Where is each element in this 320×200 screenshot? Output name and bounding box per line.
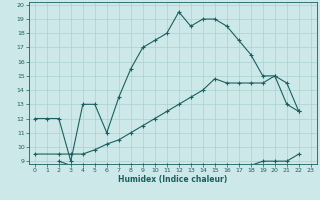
X-axis label: Humidex (Indice chaleur): Humidex (Indice chaleur) [118,175,228,184]
